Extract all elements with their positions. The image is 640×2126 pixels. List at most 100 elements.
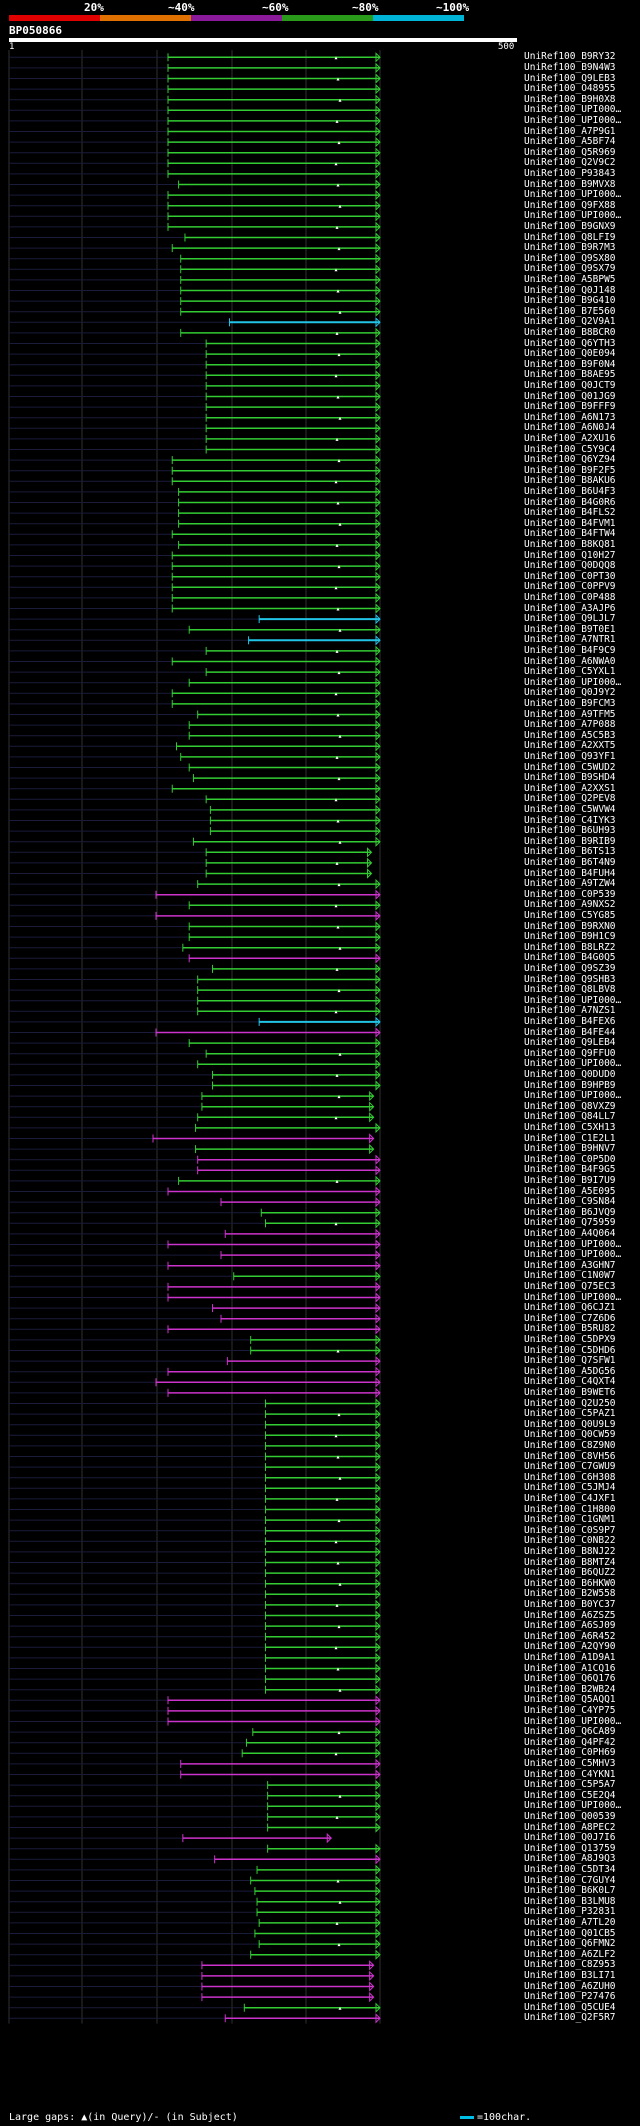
- hit-label[interactable]: UniRef100_B2W558: [524, 1588, 616, 1600]
- hit-label[interactable]: UniRef100_B5RU82: [524, 1323, 616, 1335]
- hit-label[interactable]: UniRef100_Q5AQQ1: [524, 1694, 616, 1706]
- hit-label[interactable]: UniRef100_A6ZSZ5: [524, 1609, 616, 1621]
- hit-label[interactable]: UniRef100_B9RIB9: [524, 835, 616, 847]
- hit-label[interactable]: UniRef100_A8J9Q3: [524, 1853, 616, 1865]
- hit-label[interactable]: UniRef100_B9RY32: [524, 51, 616, 63]
- hit-label[interactable]: UniRef100_A7NZS1: [524, 1005, 616, 1017]
- hit-label[interactable]: UniRef100_UPI000…: [524, 676, 622, 688]
- hit-label[interactable]: UniRef100_Q2PEV8: [524, 793, 616, 805]
- hit-label[interactable]: UniRef100_A6ZUH0: [524, 1980, 616, 1992]
- hit-label[interactable]: UniRef100_Q7SFW1: [524, 1355, 616, 1367]
- hit-label[interactable]: UniRef100_Q2F5R7: [524, 2012, 616, 2024]
- hit-label[interactable]: UniRef100_Q9SX79: [524, 263, 616, 275]
- hit-label[interactable]: UniRef100_B4G0Q5: [524, 952, 616, 964]
- hit-label[interactable]: UniRef100_C4JXF1: [524, 1492, 616, 1504]
- hit-label[interactable]: UniRef100_C5DPX9: [524, 1333, 616, 1345]
- hit-label[interactable]: UniRef100_C5WVW4: [524, 803, 616, 815]
- hit-label[interactable]: UniRef100_C5DT34: [524, 1863, 616, 1875]
- hit-label[interactable]: UniRef100_B6HKW0: [524, 1577, 616, 1589]
- hit-label[interactable]: UniRef100_C5YXL1: [524, 666, 616, 678]
- hit-label[interactable]: UniRef100_C5E2Q4: [524, 1789, 616, 1801]
- hit-label[interactable]: UniRef100_B4FLS2: [524, 507, 616, 519]
- hit-label[interactable]: UniRef100_Q13759: [524, 1842, 616, 1854]
- hit-label[interactable]: UniRef100_Q0E094: [524, 348, 616, 360]
- hit-label[interactable]: UniRef100_B6T4N9: [524, 856, 616, 868]
- hit-label[interactable]: UniRef100_Q0J148: [524, 284, 616, 296]
- hit-label[interactable]: UniRef100_B9H1C9: [524, 931, 616, 943]
- hit-label[interactable]: UniRef100_Q0J7I6: [524, 1832, 616, 1844]
- hit-label[interactable]: UniRef100_C0PT30: [524, 570, 616, 582]
- hit-label[interactable]: UniRef100_B9GNX9: [524, 220, 616, 232]
- hit-label[interactable]: UniRef100_Q6FMN2: [524, 1938, 616, 1950]
- hit-label[interactable]: UniRef100_A2XU16: [524, 432, 616, 444]
- hit-label[interactable]: UniRef100_B4F9C9: [524, 644, 616, 656]
- hit-label[interactable]: UniRef100_Q9SZ39: [524, 962, 616, 974]
- hit-label[interactable]: UniRef100_UPI000…: [524, 1058, 622, 1070]
- hit-label[interactable]: UniRef100_C8VH56: [524, 1450, 616, 1462]
- hit-label[interactable]: UniRef100_Q84LL7: [524, 1111, 616, 1123]
- hit-label[interactable]: UniRef100_Q8LFI9: [524, 231, 616, 243]
- hit-label[interactable]: UniRef100_Q2U250: [524, 1397, 616, 1409]
- hit-label[interactable]: UniRef100_A1D9A1: [524, 1651, 616, 1663]
- hit-label[interactable]: UniRef100_Q0J9Y2: [524, 687, 616, 699]
- hit-label[interactable]: UniRef100_UPI000…: [524, 210, 622, 222]
- hit-label[interactable]: UniRef100_C5MHV3: [524, 1757, 616, 1769]
- hit-label[interactable]: UniRef100_C5YG85: [524, 909, 616, 921]
- hit-label[interactable]: UniRef100_C8Z953: [524, 1959, 616, 1971]
- hit-label[interactable]: UniRef100_Q8LBV8: [524, 984, 616, 996]
- hit-label[interactable]: UniRef100_Q00539: [524, 1810, 616, 1822]
- hit-label[interactable]: UniRef100_UPI000…: [524, 1800, 622, 1812]
- hit-label[interactable]: UniRef100_B9WET6: [524, 1386, 616, 1398]
- hit-label[interactable]: UniRef100_Q0JCT9: [524, 379, 616, 391]
- hit-label[interactable]: UniRef100_Q9LEB4: [524, 1037, 616, 1049]
- hit-label[interactable]: UniRef100_C7GUY4: [524, 1874, 616, 1886]
- hit-label[interactable]: UniRef100_B8KQ81: [524, 538, 616, 550]
- hit-label[interactable]: UniRef100_C0P5D0: [524, 1153, 616, 1165]
- hit-label[interactable]: UniRef100_B9F2F5: [524, 464, 616, 476]
- hit-label[interactable]: UniRef100_UPI000…: [524, 1090, 622, 1102]
- hit-label[interactable]: UniRef100_A4Q064: [524, 1227, 616, 1239]
- hit-label[interactable]: UniRef100_B8LRZ2: [524, 941, 616, 953]
- hit-label[interactable]: UniRef100_Q01JG9: [524, 390, 616, 402]
- hit-label[interactable]: UniRef100_B9H0X8: [524, 93, 616, 105]
- hit-label[interactable]: UniRef100_Q9LEB3: [524, 72, 616, 84]
- hit-label[interactable]: UniRef100_UPI000…: [524, 1291, 622, 1303]
- hit-label[interactable]: UniRef100_Q9FFU0: [524, 1047, 616, 1059]
- hit-label[interactable]: UniRef100_C7Z6D6: [524, 1312, 616, 1324]
- hit-label[interactable]: UniRef100_C5JMJ4: [524, 1482, 616, 1494]
- hit-label[interactable]: UniRef100_B9SHD4: [524, 772, 616, 784]
- hit-label[interactable]: UniRef100_Q9SHB3: [524, 973, 616, 985]
- hit-label[interactable]: UniRef100_C0P488: [524, 591, 616, 603]
- hit-label[interactable]: UniRef100_C5XH13: [524, 1121, 616, 1133]
- hit-label[interactable]: UniRef100_Q2V9A1: [524, 316, 616, 328]
- hit-label[interactable]: UniRef100_C5Y9C4: [524, 443, 616, 455]
- hit-label[interactable]: UniRef100_B4FTW4: [524, 528, 616, 540]
- hit-label[interactable]: UniRef100_C4YKN1: [524, 1768, 616, 1780]
- hit-label[interactable]: UniRef100_A2XXS1: [524, 782, 616, 794]
- hit-label[interactable]: UniRef100_A9TZW4: [524, 878, 616, 890]
- hit-label[interactable]: UniRef100_UPI000…: [524, 189, 622, 201]
- hit-label[interactable]: UniRef100_B8AE95: [524, 369, 616, 381]
- hit-label[interactable]: UniRef100_C0P539: [524, 888, 616, 900]
- hit-label[interactable]: UniRef100_A5BPW5: [524, 273, 616, 285]
- hit-label[interactable]: UniRef100_A5E095: [524, 1185, 616, 1197]
- hit-label[interactable]: UniRef100_C5P5A7: [524, 1779, 616, 1791]
- hit-label[interactable]: UniRef100_B6TS13: [524, 846, 616, 858]
- hit-label[interactable]: UniRef100_Q93YF1: [524, 750, 616, 762]
- hit-label[interactable]: UniRef100_A6N173: [524, 411, 616, 423]
- hit-label[interactable]: UniRef100_A6ZLF2: [524, 1948, 616, 1960]
- hit-label[interactable]: UniRef100_B4FEX6: [524, 1015, 616, 1027]
- hit-label[interactable]: UniRef100_P32831: [524, 1906, 616, 1918]
- hit-label[interactable]: UniRef100_Q6YTH3: [524, 337, 616, 349]
- hit-label[interactable]: UniRef100_A8PEC2: [524, 1821, 616, 1833]
- hit-label[interactable]: UniRef100_A9TFM5: [524, 708, 616, 720]
- hit-label[interactable]: UniRef100_Q9LJL7: [524, 613, 616, 625]
- hit-label[interactable]: UniRef100_A6N0J4: [524, 422, 616, 434]
- hit-label[interactable]: UniRef100_A6NWA0: [524, 655, 616, 667]
- hit-label[interactable]: UniRef100_B9HPB9: [524, 1079, 616, 1091]
- hit-label[interactable]: UniRef100_C7GWU9: [524, 1461, 616, 1473]
- hit-label[interactable]: UniRef100_B9HNV7: [524, 1143, 616, 1155]
- hit-label[interactable]: UniRef100_C4YP75: [524, 1704, 616, 1716]
- hit-label[interactable]: UniRef100_B9FCM3: [524, 697, 616, 709]
- hit-label[interactable]: UniRef100_C5PAZ1: [524, 1408, 616, 1420]
